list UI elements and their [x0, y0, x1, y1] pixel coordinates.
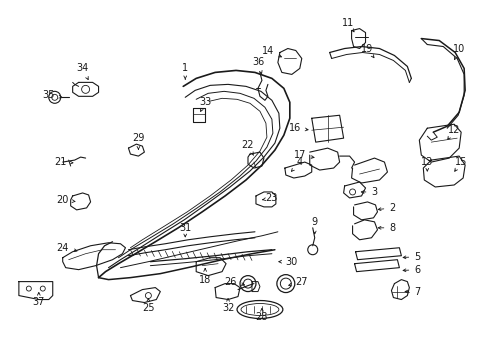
- Text: 34: 34: [76, 63, 88, 80]
- Text: 2: 2: [377, 203, 395, 213]
- Text: 9: 9: [311, 217, 317, 234]
- Text: 29: 29: [132, 133, 144, 149]
- Text: 28: 28: [255, 309, 267, 323]
- Text: 10: 10: [452, 44, 465, 60]
- Text: 27: 27: [288, 276, 307, 287]
- Text: 14: 14: [261, 45, 281, 57]
- Text: 17: 17: [293, 150, 313, 160]
- Text: 32: 32: [222, 298, 234, 312]
- Text: 19: 19: [361, 44, 373, 58]
- Text: 1: 1: [182, 63, 188, 79]
- Text: 30: 30: [278, 257, 297, 267]
- Text: 3: 3: [361, 187, 377, 197]
- Text: 13: 13: [420, 157, 432, 171]
- Text: 5: 5: [402, 252, 420, 262]
- Text: 23: 23: [262, 193, 278, 203]
- Text: 35: 35: [42, 90, 61, 100]
- Text: 4: 4: [291, 157, 302, 171]
- Text: 15: 15: [454, 157, 467, 171]
- Text: 36: 36: [251, 58, 264, 73]
- Text: 31: 31: [179, 223, 191, 237]
- Text: 12: 12: [447, 125, 459, 139]
- Text: 37: 37: [33, 292, 45, 306]
- Text: 8: 8: [377, 223, 395, 233]
- Text: 21: 21: [55, 157, 73, 167]
- Text: 11: 11: [341, 18, 353, 32]
- Text: 16: 16: [288, 123, 307, 133]
- Text: 24: 24: [57, 243, 77, 253]
- Text: 25: 25: [142, 298, 154, 312]
- Text: 7: 7: [404, 287, 420, 297]
- Text: 18: 18: [199, 269, 211, 285]
- Text: 26: 26: [224, 276, 244, 287]
- Text: 33: 33: [199, 97, 211, 112]
- Text: 20: 20: [57, 195, 75, 205]
- Text: 22: 22: [241, 140, 254, 156]
- Text: 6: 6: [402, 265, 420, 275]
